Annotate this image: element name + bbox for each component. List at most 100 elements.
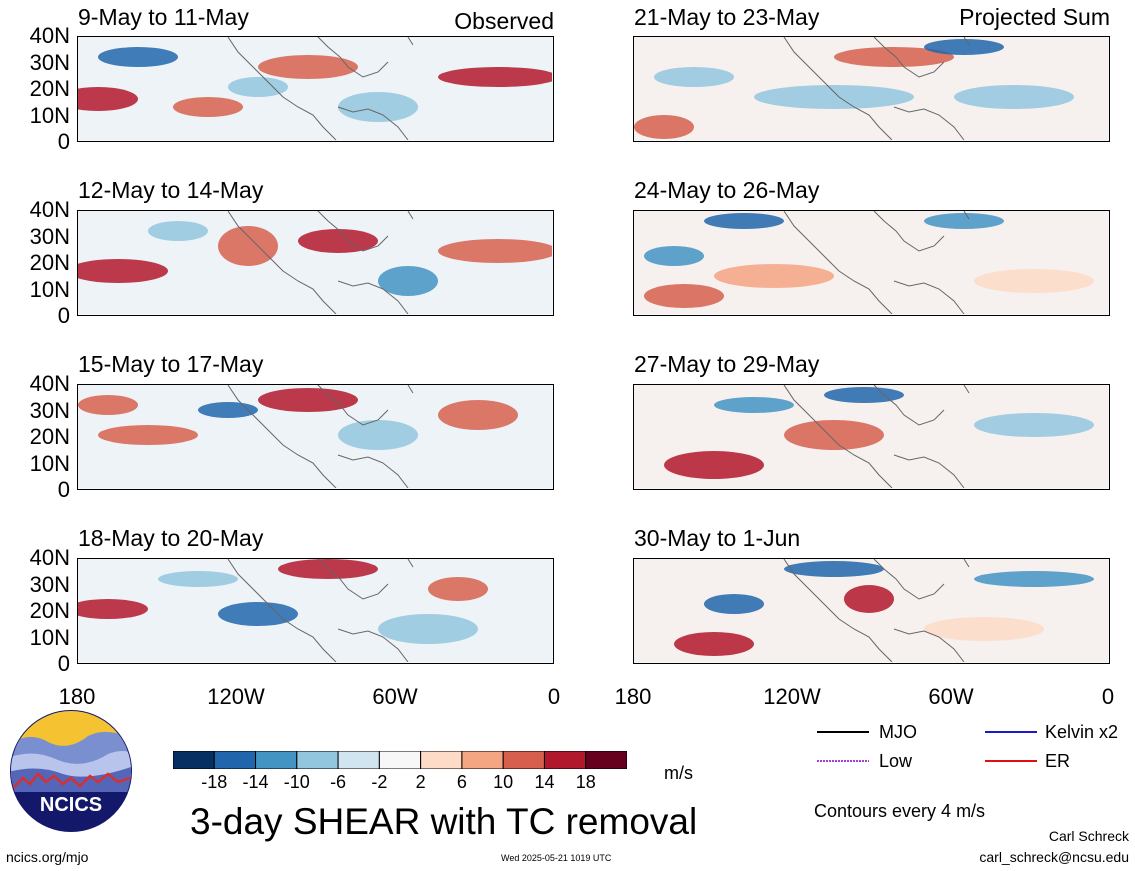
coastline [783, 37, 970, 140]
colorbar-swatch [378, 750, 422, 770]
shear-field-blob [714, 264, 834, 288]
shear-field-blob [954, 85, 1074, 109]
shear-field-blob [378, 614, 478, 644]
footer-author: Carl Schreck [1048, 828, 1129, 844]
footer-timestamp: Wed 2025-05-21 1019 UTC [501, 853, 612, 863]
y-tick-label: 0 [57, 303, 70, 328]
shear-field-blob [78, 87, 138, 111]
shear-field-blob [924, 39, 1004, 55]
colorbar-swatch [461, 750, 504, 770]
shear-field-blob [784, 420, 884, 450]
coastline [227, 385, 414, 488]
contour-note: Contours every 4 m/s [814, 801, 986, 821]
shear-field-blob [428, 577, 488, 601]
shear-field-blob [98, 47, 178, 67]
shear-field-blob [228, 77, 288, 97]
shear-field-blob [714, 397, 794, 413]
colorbar-swatch [585, 750, 628, 770]
y-tick-label: 10N [29, 102, 70, 128]
x-tick-label: 60W [372, 684, 418, 709]
colorbar-swatch [296, 750, 339, 770]
colorbar-tick-label: 10 [493, 772, 514, 792]
colorbar-swatch [420, 750, 463, 770]
shear-map-panel [633, 210, 1110, 316]
y-tick-label: 40N [29, 197, 70, 222]
x-tick-label: 0 [1101, 684, 1115, 709]
y-tick-label: 10N [29, 450, 70, 476]
shear-field-blob [974, 571, 1094, 587]
coastline [227, 559, 414, 662]
shear-field-blob [664, 451, 764, 479]
ncics-logo: NCICS [8, 708, 134, 834]
projected-sum-label: Projected Sum [959, 4, 1110, 30]
shear-field-blob [98, 425, 198, 445]
shear-field-blob [148, 221, 208, 241]
panel-title: 18-May to 20-May [78, 525, 264, 551]
legend-label-kelvin: Kelvin x2 [1045, 722, 1119, 742]
colorbar-tick-label: 2 [415, 772, 426, 792]
shear-field-blob [438, 67, 552, 87]
shear-map-panel [77, 384, 554, 490]
panel-title: 24-May to 26-May [634, 177, 820, 203]
legend-label-er: ER [1045, 751, 1071, 771]
shear-map-panel [633, 384, 1110, 490]
colorbar-swatch [337, 750, 380, 770]
y-tick-label: 40N [29, 371, 70, 396]
shear-field-blob [78, 395, 138, 415]
shear-field-blob [924, 213, 1004, 229]
y-tick-label: 0 [57, 477, 70, 502]
shear-field-blob [298, 229, 378, 253]
y-tick-label: 10N [29, 276, 70, 302]
x-tick-label: 180 [614, 684, 652, 709]
coastline [783, 211, 970, 314]
colorbar-tick-label: -18 [201, 772, 228, 792]
colorbar-tick-label: -2 [371, 772, 388, 792]
shear-field-blob [438, 239, 552, 263]
colorbar-swatch [213, 750, 257, 770]
shear-field-blob [844, 585, 894, 613]
shear-field-blob [258, 55, 358, 79]
logo-text: NCICS [40, 794, 102, 816]
colorbar-swatch [255, 750, 298, 770]
shear-field-blob [784, 561, 884, 577]
shear-field-blob [258, 388, 358, 412]
shear-field-blob [834, 47, 954, 67]
main-title: 3-day SHEAR with TC removal [190, 801, 698, 842]
shear-field-blob [644, 284, 724, 308]
shear-map-panel [633, 558, 1110, 664]
shear-field-blob [173, 97, 243, 117]
colorbar-swatch [502, 750, 545, 770]
panel-title: 9-May to 11-May [78, 4, 249, 30]
x-tick-label: 60W [928, 684, 974, 709]
coastline [227, 37, 414, 140]
shear-field-blob [158, 571, 238, 587]
shear-field-blob [974, 413, 1094, 437]
shear-field-blob [704, 213, 784, 229]
y-tick-label: 30N [29, 397, 70, 423]
y-tick-label: 0 [57, 651, 70, 676]
shear-field-blob [654, 67, 734, 87]
y-tick-label: 20N [29, 598, 70, 623]
shear-field-blob [824, 387, 904, 403]
shear-field-blob [634, 115, 694, 139]
shear-map-panel [77, 36, 554, 142]
legend-label-low: Low [879, 751, 913, 771]
panel-title: 27-May to 29-May [634, 351, 820, 377]
shear-field-blob [198, 402, 258, 418]
shear-field-blob [924, 617, 1044, 641]
shear-map-panel [77, 558, 554, 664]
colorbar-tick-label: -14 [242, 772, 269, 792]
shear-field-blob [338, 420, 418, 450]
shear-field-blob [218, 602, 298, 626]
shear-field-blob [974, 269, 1094, 293]
shear-field-blob [378, 266, 438, 296]
colorbar [172, 750, 628, 770]
panel-title: 15-May to 17-May [78, 351, 264, 377]
coastline [783, 385, 970, 488]
coastline [227, 211, 414, 314]
y-tick-label: 30N [29, 223, 70, 249]
shear-field-blob [438, 400, 518, 430]
y-tick-label: 20N [29, 76, 70, 101]
shear-field-blob [78, 599, 148, 619]
shear-field-blob [218, 226, 278, 266]
